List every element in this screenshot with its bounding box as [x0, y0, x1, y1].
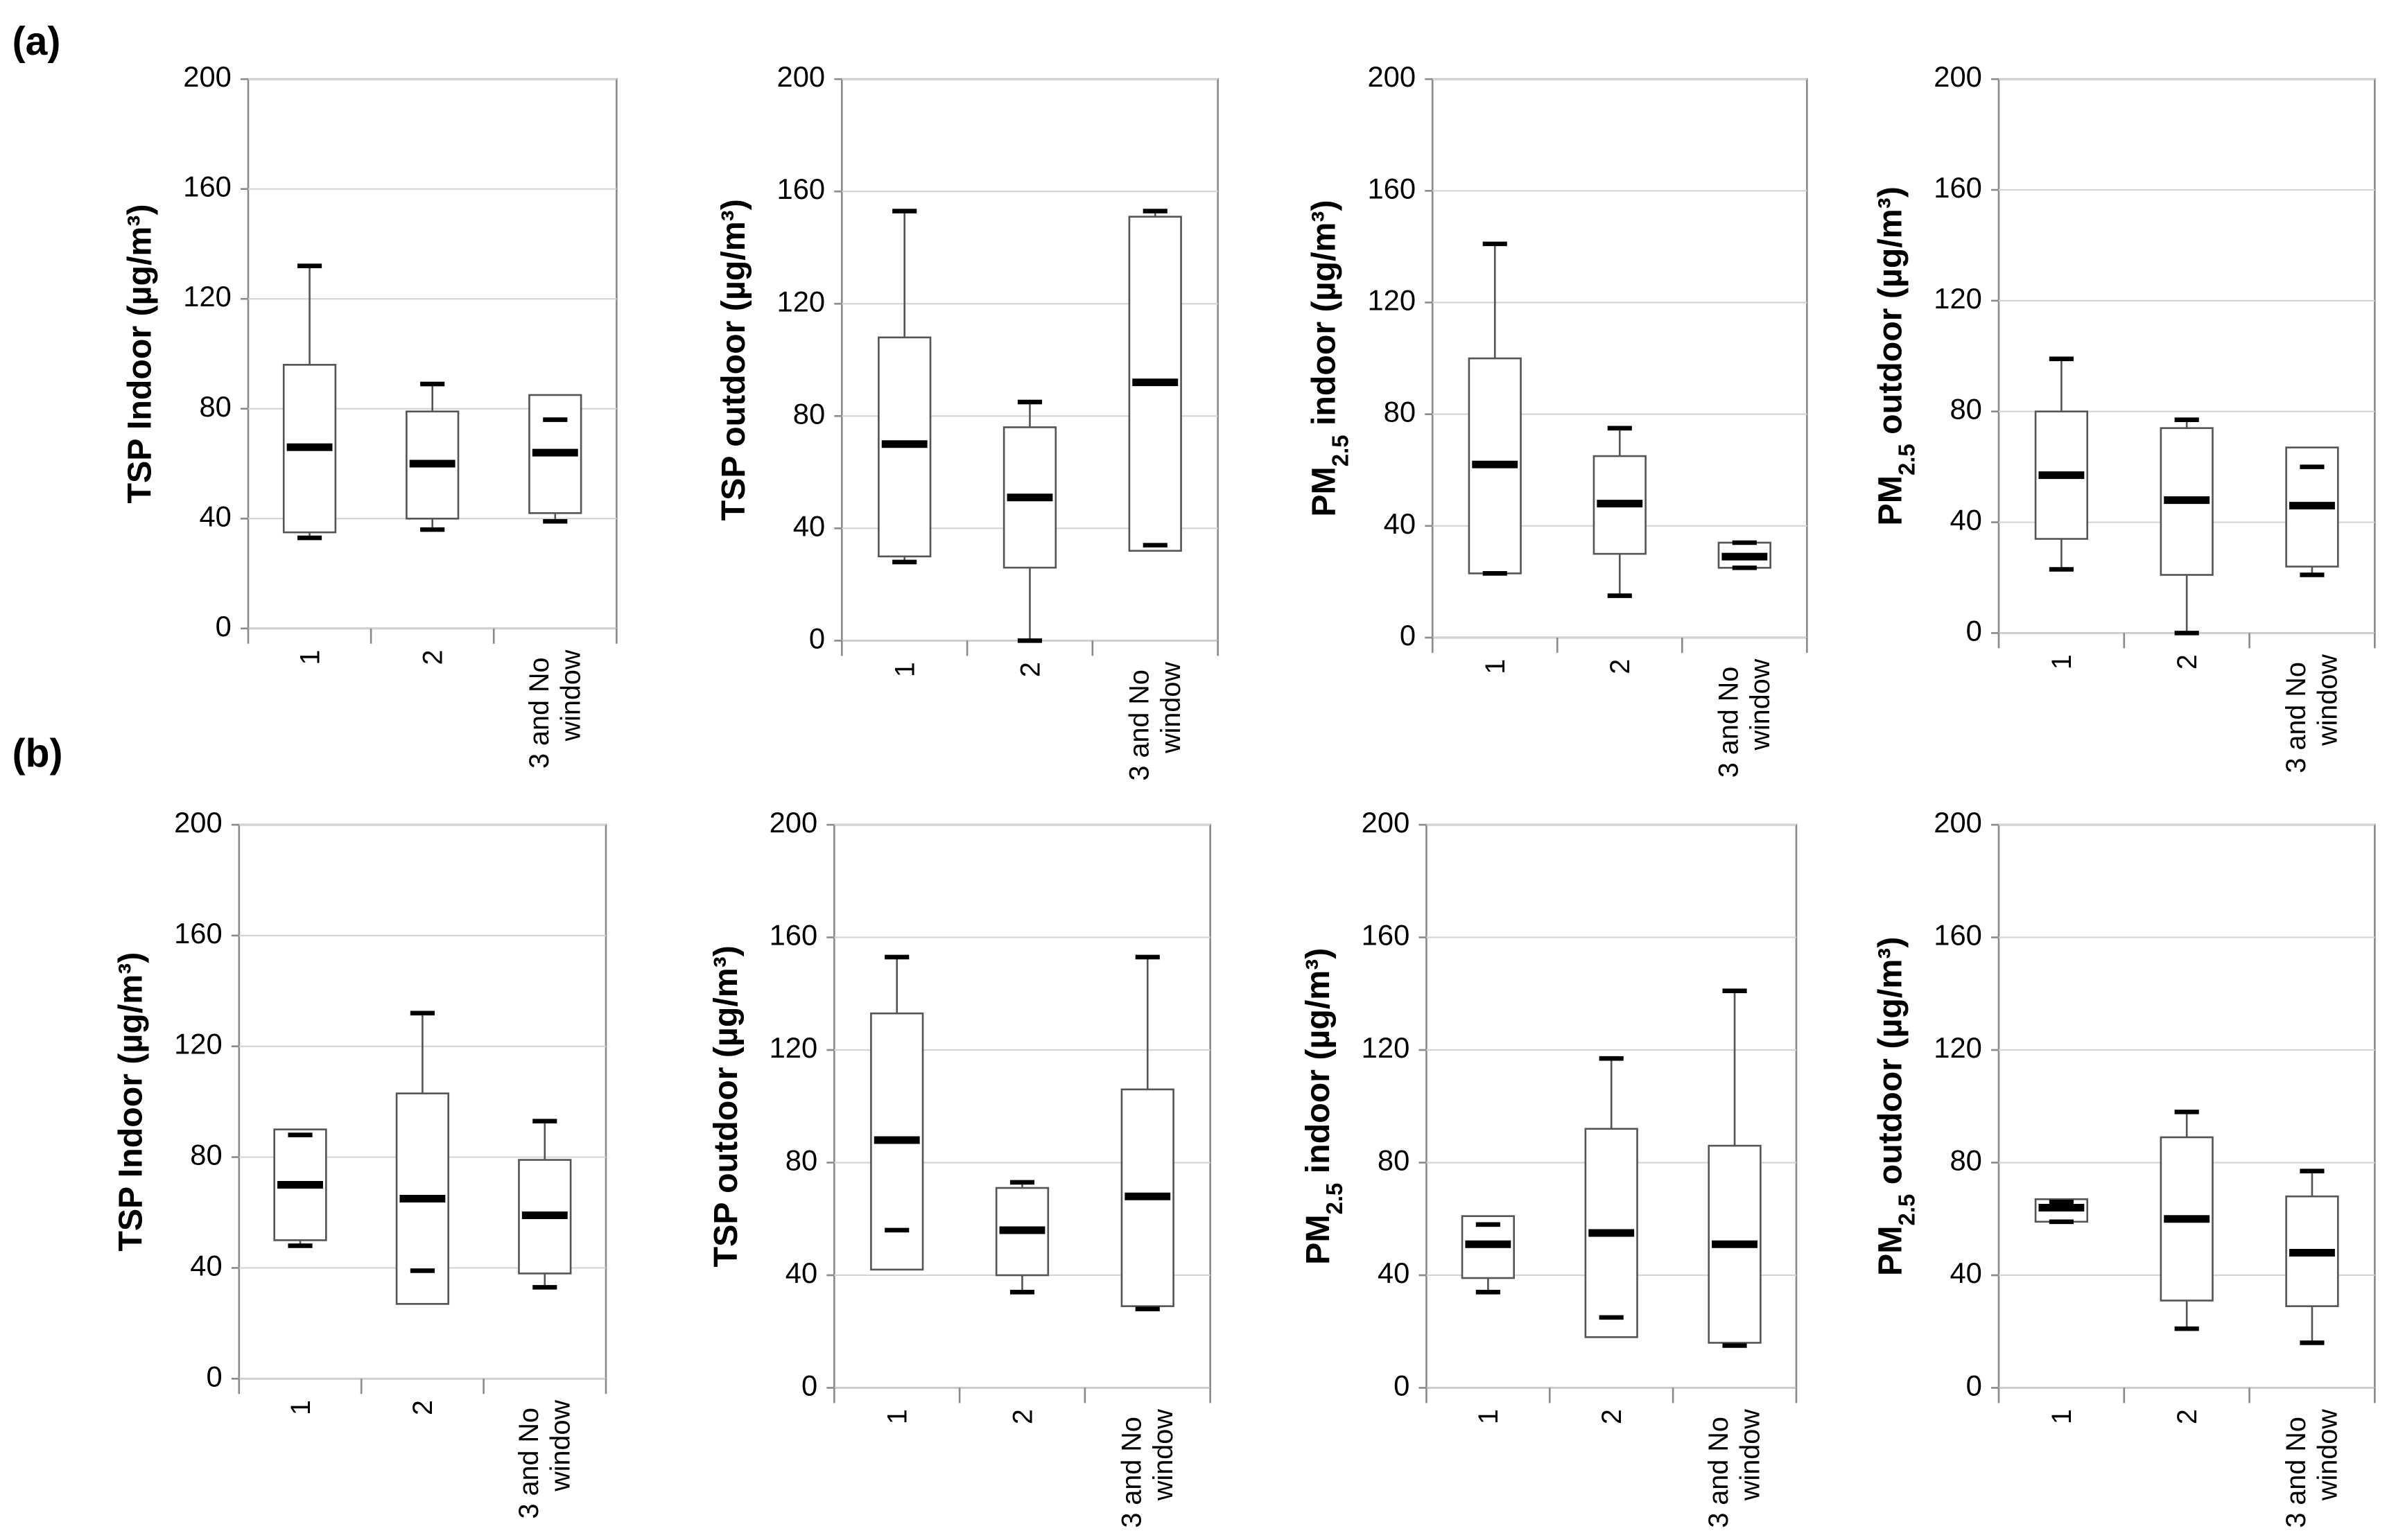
y-tick-label: 80: [785, 1144, 817, 1176]
y-tick-label: 160: [1362, 919, 1410, 952]
x-tick-label: 1: [1480, 659, 1511, 674]
y-tick-label: 120: [183, 280, 232, 313]
y-tick-label: 40: [1950, 504, 1981, 536]
y-tick-label: 200: [1934, 806, 1982, 839]
x-tick-label: 3 and No window: [1124, 662, 1186, 781]
plot-frame: [247, 78, 618, 630]
x-tick-label: 1: [890, 662, 921, 677]
y-tick-label: 160: [1367, 172, 1416, 204]
y-tick-label: 40: [1384, 507, 1416, 540]
y-tick-label: 120: [1367, 284, 1416, 317]
y-tick-label: 0: [1400, 619, 1416, 651]
y-tick-label: 0: [1966, 1369, 1982, 1401]
panel-label: (b): [12, 732, 63, 776]
x-tick-label: 3 and No window: [524, 649, 586, 769]
y-tick-label: 120: [174, 1028, 223, 1060]
y-tick-label: 200: [1362, 806, 1410, 839]
y-axis-label: PM2.5 indoor (µg/m³): [1299, 948, 1347, 1265]
x-tick-label: 2: [1015, 662, 1045, 677]
y-tick-label: 160: [777, 173, 826, 205]
y-tick-label: 40: [190, 1249, 222, 1281]
y-tick-label: 40: [1950, 1257, 1981, 1289]
y-tick-label: 160: [174, 917, 223, 950]
y-tick-label: 200: [183, 60, 232, 93]
y-axis-label: PM2.5 outdoor (µg/m³): [1871, 937, 1919, 1276]
x-tick-label: 3 and No window: [2281, 654, 2343, 773]
x-tick-label: 3 and No window: [1703, 1409, 1765, 1528]
y-tick-label: 80: [1384, 396, 1416, 428]
y-tick-label: 80: [793, 397, 825, 430]
x-tick-label: 2: [408, 1400, 438, 1415]
y-tick-label: 120: [1362, 1031, 1410, 1064]
y-tick-label: 40: [199, 500, 231, 532]
y-tick-label: 200: [770, 806, 818, 839]
y-axis-label: PM2.5 outdoor (µg/m³): [1871, 186, 1919, 525]
y-tick-label: 160: [770, 919, 818, 952]
x-tick-label: 3 and No window: [514, 1400, 575, 1519]
y-axis-label: TSP outdoor (µg/m³): [707, 945, 745, 1267]
y-tick-label: 80: [1378, 1144, 1409, 1176]
y-tick-label: 160: [1934, 919, 1982, 952]
y-tick-label: 80: [190, 1139, 222, 1171]
y-tick-label: 0: [809, 622, 825, 654]
x-tick-label: 3 and No window: [1116, 1409, 1178, 1528]
y-tick-label: 120: [770, 1031, 818, 1064]
y-tick-label: 0: [1394, 1369, 1409, 1401]
x-tick-label: 2: [2172, 654, 2203, 670]
x-tick-label: 1: [883, 1409, 913, 1424]
y-tick-label: 0: [206, 1360, 222, 1392]
x-tick-label: 3 and No window: [1713, 658, 1775, 778]
y-tick-label: 200: [777, 60, 826, 93]
y-tick-label: 120: [777, 285, 826, 317]
y-axis-label: TSP Indoor (µg/m³): [121, 204, 158, 503]
y-tick-label: 40: [1378, 1257, 1409, 1289]
y-tick-label: 120: [1934, 282, 1982, 315]
y-tick-label: 80: [1950, 393, 1981, 426]
x-tick-label: 3 and No window: [2281, 1409, 2343, 1528]
y-tick-label: 200: [174, 806, 223, 839]
x-tick-label: 1: [2047, 1409, 2077, 1424]
x-tick-label: 1: [2047, 654, 2077, 670]
y-tick-label: 40: [793, 509, 825, 542]
y-tick-label: 200: [1367, 60, 1416, 93]
x-tick-label: 1: [286, 1400, 316, 1415]
x-tick-label: 1: [295, 650, 325, 665]
y-tick-label: 0: [1966, 614, 1982, 647]
y-axis-label: TSP Indoor (µg/m³): [112, 952, 149, 1252]
panel-label: (a): [12, 19, 61, 64]
x-tick-label: 2: [1597, 1409, 1627, 1424]
y-tick-label: 200: [1934, 60, 1982, 93]
y-tick-label: 80: [199, 390, 231, 423]
y-tick-label: 0: [216, 610, 232, 642]
y-axis-label: TSP outdoor (µg/m³): [715, 199, 752, 520]
x-tick-label: 1: [1473, 1409, 1504, 1424]
x-tick-label: 2: [1605, 659, 1635, 674]
x-tick-label: 2: [2172, 1409, 2203, 1424]
y-tick-label: 160: [183, 170, 232, 203]
x-tick-label: 2: [1007, 1409, 1038, 1424]
x-tick-label: 2: [418, 650, 449, 665]
y-tick-label: 120: [1934, 1031, 1982, 1064]
y-tick-label: 40: [785, 1257, 817, 1289]
y-axis-label: PM2.5 indoor (µg/m³): [1305, 200, 1353, 516]
y-tick-label: 160: [1934, 171, 1982, 204]
y-tick-label: 0: [801, 1369, 817, 1401]
y-tick-label: 80: [1950, 1144, 1981, 1176]
